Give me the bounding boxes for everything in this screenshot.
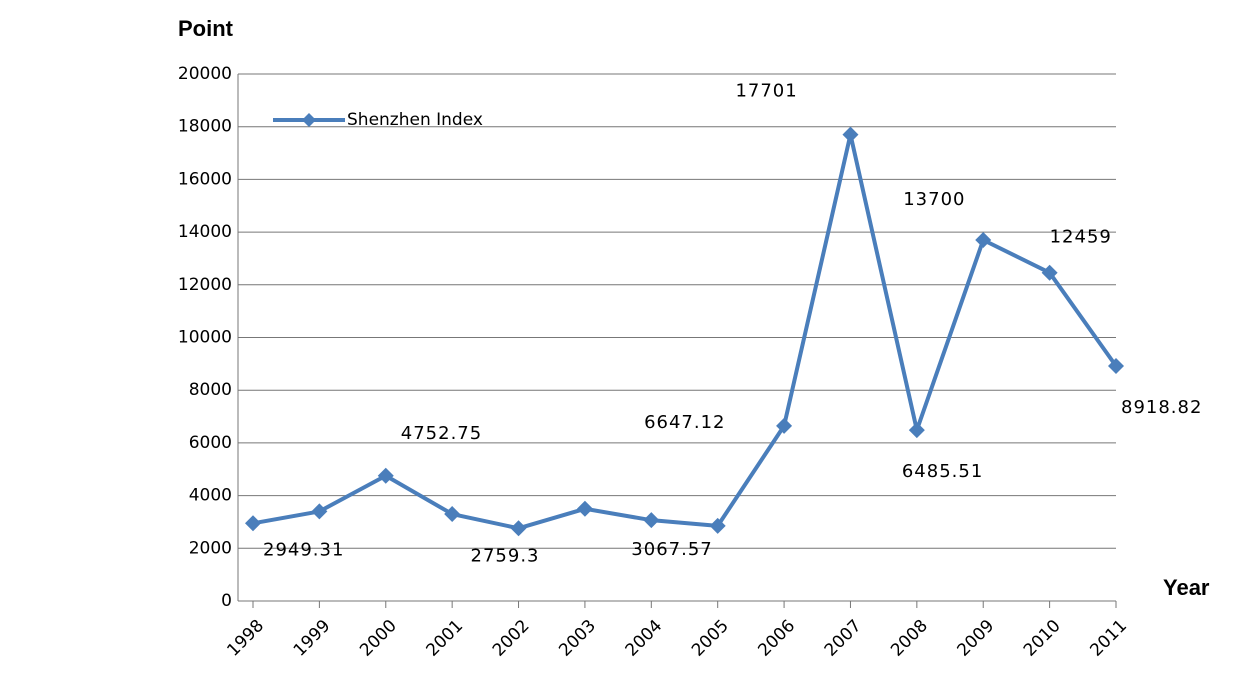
data-point (842, 126, 859, 143)
data-point (643, 512, 660, 529)
x-axis-title: Year (1163, 575, 1210, 600)
data-point (311, 503, 328, 520)
data-point (245, 515, 261, 532)
data-label: 13700 (903, 189, 965, 210)
legend-marker (302, 113, 316, 127)
series-line (252, 132, 1118, 531)
x-tick-label: 2003 (555, 616, 600, 661)
x-tick-label: 2002 (489, 616, 534, 661)
x-tick-label: 2000 (356, 616, 401, 661)
data-point (908, 422, 925, 439)
y-tick-label: 12000 (178, 275, 232, 295)
data-point (576, 500, 593, 517)
data-label: 3067.57 (631, 539, 712, 560)
x-tick-label: 2001 (422, 616, 467, 661)
data-label: 4752.75 (401, 423, 482, 444)
data-point (444, 506, 461, 523)
data-point (377, 467, 394, 484)
data-label: 2759.3 (471, 545, 540, 566)
x-tick-label: 2010 (1020, 616, 1065, 661)
x-tick-label: 2006 (754, 616, 799, 661)
y-tick-label: 2000 (189, 538, 232, 558)
y-axis-title: Point (178, 16, 234, 41)
x-tick-label: 2011 (1086, 616, 1131, 661)
x-tick-label: 2009 (954, 616, 999, 661)
data-point (510, 520, 527, 537)
y-tick-label: 6000 (189, 433, 232, 453)
y-tick-label: 4000 (189, 486, 232, 506)
x-tick-label: 2007 (821, 616, 866, 661)
y-tick-label: 18000 (178, 117, 232, 137)
data-label: 6647.12 (644, 412, 725, 433)
data-label: 17701 (735, 81, 797, 102)
y-tick-label: 0 (221, 591, 232, 611)
y-tick-label: 10000 (178, 328, 232, 348)
data-label: 6485.51 (902, 461, 983, 482)
y-tick-label: 14000 (178, 222, 232, 242)
y-tick-label: 20000 (178, 64, 232, 84)
x-tick-label: 1998 (223, 616, 268, 661)
data-point (975, 232, 992, 249)
data-point (1041, 264, 1058, 281)
x-tick-label: 2008 (887, 616, 932, 661)
data-label: 2949.31 (263, 539, 344, 560)
data-point (776, 417, 793, 434)
y-tick-label: 8000 (189, 380, 232, 400)
data-point (709, 517, 726, 534)
x-tick-label: 1999 (290, 616, 335, 661)
data-label: 12459 (1050, 227, 1112, 248)
data-point (1108, 357, 1124, 374)
data-label: 8918.82 (1121, 397, 1202, 418)
x-tick-label: 2004 (622, 616, 667, 661)
y-tick-label: 16000 (178, 169, 232, 189)
x-tick-label: 2005 (688, 616, 733, 661)
legend-label: Shenzhen Index (347, 110, 483, 130)
